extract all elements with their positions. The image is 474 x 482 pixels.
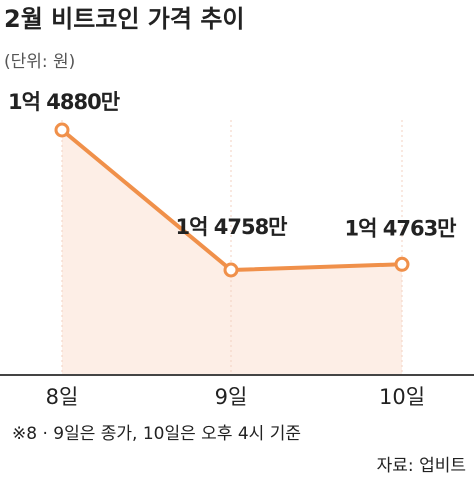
x-tick-label: 10일: [379, 385, 425, 409]
value-label: 1억 4763만: [344, 216, 456, 240]
x-tick-label: 8일: [46, 385, 79, 409]
marker: [223, 262, 239, 278]
value-label: 1억 4758만: [175, 215, 287, 239]
source: 자료: 업비트: [377, 456, 466, 476]
chart-title: 2월 비트코인 가격 추이: [4, 5, 245, 33]
value-label: 1억 4880만: [8, 90, 120, 114]
marker: [394, 256, 410, 272]
unit-label: (단위: 원): [4, 52, 75, 72]
note: ※8 · 9일은 종가, 10일은 오후 4시 기준: [12, 424, 301, 444]
x-tick-label: 9일: [215, 385, 248, 409]
marker: [54, 122, 70, 138]
area: [62, 130, 402, 375]
